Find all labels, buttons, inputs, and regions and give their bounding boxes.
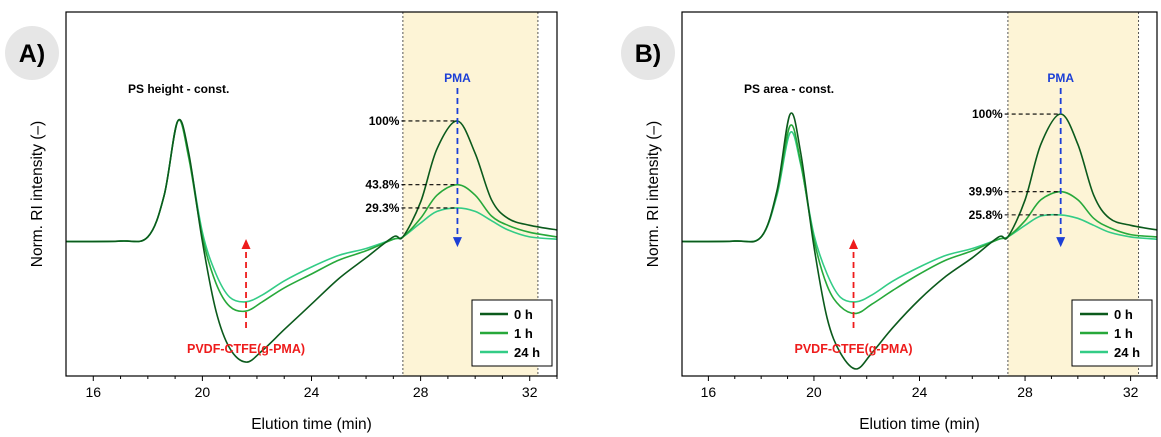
x-tick-label: 16 [85,384,101,400]
legend-entry: 0 h [1114,307,1133,322]
series-line-24h [681,131,1158,303]
legend: 0 h 1 h 24 h [471,299,553,367]
x-axis-label: Elution time (min) [859,416,980,433]
chart-panel-b: 100% 39.9% 25.8% PMA PVDF-CTFE(g-PMA) PS area… [621,11,1158,433]
x-tick-label: 24 [912,384,928,400]
panel-badge [5,26,59,80]
panel-badge [621,26,675,80]
y-axis-label: Norm. RI intensity (–) [29,121,46,267]
series-line-0h [65,118,558,363]
pma-arrow-head [452,237,462,248]
x-tick-label: 32 [1123,384,1139,400]
annotation-label: 100% [369,114,400,128]
pvdf-arrow-head [849,239,859,249]
legend-entry: 1 h [514,326,533,341]
pvdf-arrow-head [241,239,251,249]
legend-entry: 24 h [1114,345,1140,360]
ps-annotation: PS area - const. [744,82,834,96]
legend-entry: 0 h [514,307,533,322]
panel-label: A) [19,40,45,68]
series-line-1h [681,124,1158,315]
x-tick-label: 16 [701,384,717,400]
annotation-label: 29.3% [365,201,399,215]
annotation-label: 100% [972,107,1003,121]
panel-label: B) [635,40,661,68]
x-tick-label: 20 [195,384,211,400]
pma-arrow-head [1056,237,1066,248]
annotation-label: 43.8% [365,178,399,192]
ps-annotation: PS height - const. [128,82,229,96]
legend-entry: 1 h [1114,326,1133,341]
x-tick-label: 20 [806,384,822,400]
series-line-0h [681,112,1158,370]
x-tick-label: 28 [413,384,429,400]
annotation-label: 25.8% [969,208,1003,222]
x-tick-label: 32 [522,384,538,400]
chart-panel-a: 100% 43.8% 29.3% PMA PVDF-CTFE(g-PMA) PS heig… [5,11,558,433]
legend-entry: 24 h [514,345,540,360]
x-axis-label: Elution time (min) [251,416,372,433]
pvdf-label: PVDF-CTFE(g-PMA) [795,342,913,356]
pma-label: PMA [1047,71,1074,85]
annotation-label: 39.9% [969,185,1003,199]
pvdf-label: PVDF-CTFE(g-PMA) [187,342,305,356]
x-tick-label: 28 [1017,384,1033,400]
legend: 0 h 1 h 24 h [1071,299,1153,367]
y-axis-label: Norm. RI intensity (–) [645,121,662,267]
pma-label: PMA [444,71,471,85]
x-tick-label: 24 [304,384,320,400]
